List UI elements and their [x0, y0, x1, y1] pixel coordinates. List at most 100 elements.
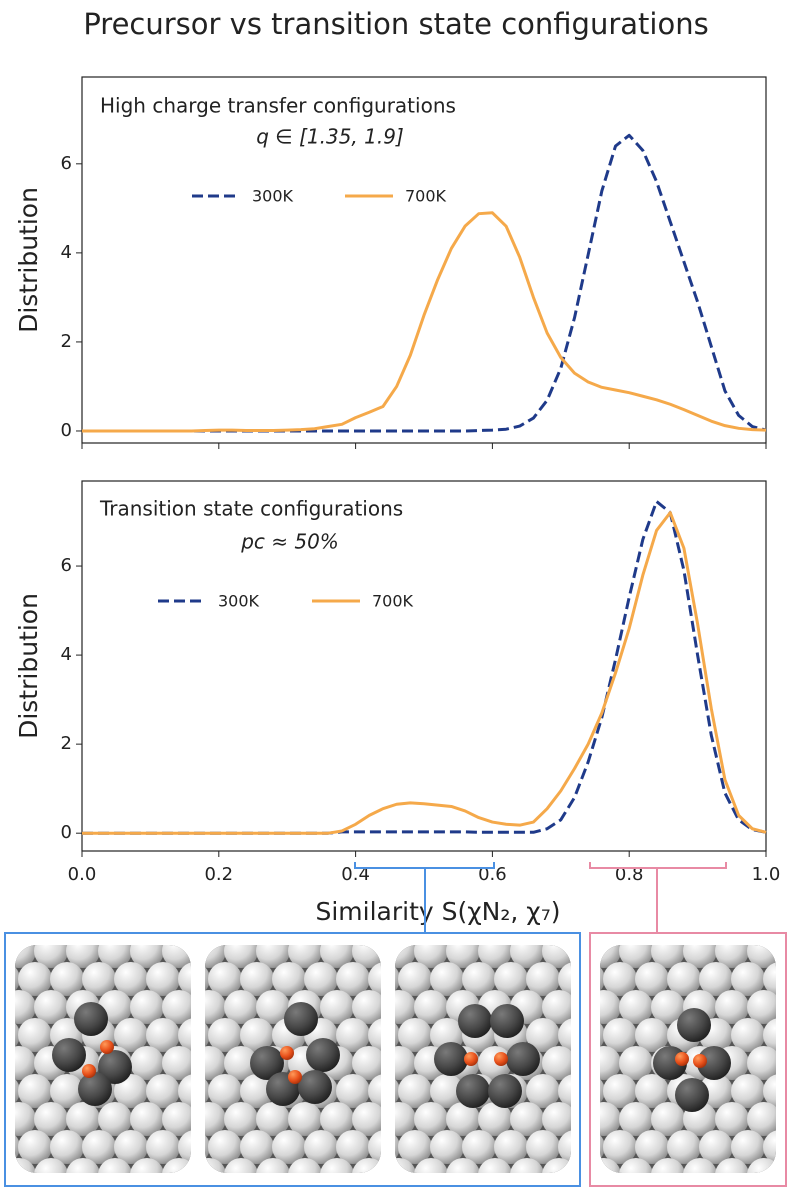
atom	[146, 1074, 180, 1108]
y-tick-label: 4	[61, 644, 72, 665]
atom	[240, 906, 274, 940]
atom	[715, 1102, 749, 1136]
atom	[494, 1130, 528, 1164]
snapshot	[600, 906, 793, 1173]
atom	[320, 1102, 354, 1136]
atom	[619, 1158, 653, 1173]
subplot: 0 2 4 6 Distribution High charge transfer con…	[14, 76, 767, 449]
atom	[0, 906, 20, 940]
atom-n	[280, 1046, 294, 1060]
atom	[368, 962, 381, 996]
atom	[635, 1130, 669, 1164]
atom	[651, 1102, 685, 1136]
atom	[0, 934, 4, 968]
atom	[18, 906, 52, 940]
atom	[18, 1074, 52, 1108]
atom	[0, 990, 4, 1024]
atom	[256, 1102, 290, 1136]
atom-dark	[675, 1078, 709, 1112]
atom	[494, 962, 528, 996]
atom	[683, 1158, 717, 1173]
atom	[114, 1130, 148, 1164]
atom	[619, 1046, 653, 1080]
atom	[600, 962, 605, 996]
atom	[130, 1102, 164, 1136]
x-tick-label: 0.4	[341, 864, 370, 885]
atom	[146, 906, 180, 940]
atom-dark	[506, 1042, 540, 1076]
atom-n	[494, 1052, 508, 1066]
group-box-blue	[4, 932, 581, 1187]
atom	[526, 1074, 560, 1108]
atom	[763, 1130, 776, 1164]
atom	[542, 990, 571, 1024]
atom-dark	[677, 1008, 711, 1042]
axes-frame	[81, 480, 767, 852]
atom	[600, 1158, 621, 1173]
atom	[526, 962, 560, 996]
atom	[558, 1018, 571, 1052]
atom	[763, 1074, 776, 1108]
atom	[15, 1102, 36, 1136]
atom	[542, 1102, 571, 1136]
atom	[304, 1130, 338, 1164]
atom	[635, 906, 669, 940]
atom-n	[82, 1064, 96, 1078]
atom	[146, 962, 180, 996]
y-tick-label: 2	[61, 733, 72, 754]
atom	[82, 962, 116, 996]
atom	[98, 1158, 132, 1173]
atom	[82, 1130, 116, 1164]
x-tick-label: 0.6	[478, 864, 507, 885]
atom	[162, 945, 191, 968]
atom-dark	[490, 1004, 524, 1038]
atom	[747, 1046, 776, 1080]
atom	[18, 962, 52, 996]
legend-label: 700K	[372, 592, 414, 611]
atom	[15, 1046, 36, 1080]
atom	[98, 1102, 132, 1136]
series-line	[82, 211, 767, 433]
legend-label: 300K	[252, 187, 294, 206]
atom	[763, 1018, 776, 1052]
atom	[763, 906, 793, 940]
atom	[352, 1102, 381, 1136]
atom	[603, 1130, 637, 1164]
y-tick-label: 6	[61, 153, 72, 174]
atom	[462, 962, 496, 996]
atom-dark	[434, 1042, 468, 1076]
atom	[256, 945, 290, 968]
atom	[430, 1130, 464, 1164]
atom-dark	[250, 1046, 284, 1080]
atom	[336, 1018, 370, 1052]
atom	[398, 1018, 432, 1052]
atom	[603, 962, 637, 996]
atom	[600, 990, 621, 1024]
atom	[114, 1074, 148, 1108]
atom	[208, 1130, 242, 1164]
annotation: q ∈ [1.35, 1.9]	[256, 125, 404, 149]
atom	[288, 1102, 322, 1136]
legend-label: 700K	[405, 187, 447, 206]
atom	[699, 962, 733, 996]
atom	[368, 1130, 381, 1164]
atom	[667, 962, 701, 996]
atom	[320, 990, 354, 1024]
atom	[320, 1158, 354, 1173]
atom-dark	[458, 1004, 492, 1038]
y-tick-label: 0	[61, 420, 72, 441]
annotation: pc ≈ 50%	[240, 530, 339, 554]
legend-label: 300K	[218, 592, 260, 611]
atom	[699, 906, 733, 940]
atom	[224, 1046, 258, 1080]
atom	[178, 906, 212, 940]
annotation: Transition state configurations	[99, 497, 403, 521]
atom	[600, 1046, 621, 1080]
atom	[731, 962, 765, 996]
atom	[208, 962, 242, 996]
atom	[731, 1130, 765, 1164]
atom	[395, 1158, 416, 1173]
atom	[178, 962, 191, 996]
atom	[50, 962, 84, 996]
atom	[600, 1130, 605, 1164]
